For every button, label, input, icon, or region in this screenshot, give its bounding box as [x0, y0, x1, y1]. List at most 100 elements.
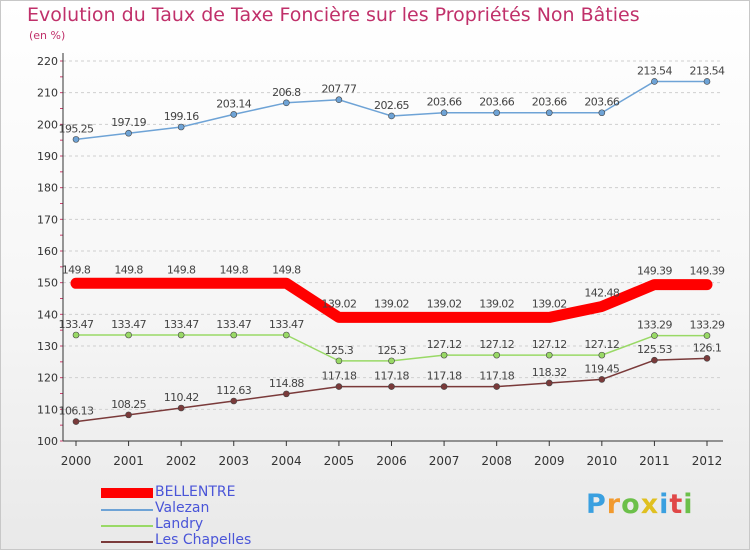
logo-letter: i [683, 489, 694, 520]
y-tick-label: 190 [37, 150, 58, 163]
data-point [71, 278, 81, 289]
data-point [493, 109, 500, 117]
data-point [123, 278, 134, 289]
data-label: 117.18 [374, 370, 409, 383]
data-label: 213.54 [637, 64, 672, 77]
data-label: 139.02 [374, 297, 409, 310]
y-tick-label: 180 [37, 182, 58, 195]
data-point [545, 351, 553, 359]
x-tick-label: 2005 [324, 454, 355, 468]
data-point [283, 331, 290, 339]
y-tick-label: 160 [37, 245, 58, 258]
data-label: 139.02 [479, 297, 514, 310]
data-point [649, 279, 660, 290]
y-tick-label: 150 [37, 277, 58, 290]
data-point [545, 109, 553, 117]
data-label: 112.63 [216, 384, 251, 397]
data-label: 110.42 [164, 391, 199, 404]
data-label: 125.3 [377, 344, 406, 357]
data-point [598, 376, 606, 383]
x-tick-label: 2002 [166, 454, 197, 468]
y-tick-label: 140 [37, 308, 58, 321]
data-label: 133.29 [637, 319, 672, 332]
data-point [493, 351, 500, 359]
data-point [125, 411, 132, 419]
logo-letter: t [669, 489, 684, 520]
data-point [388, 357, 395, 365]
x-tick-label: 2003 [218, 454, 249, 468]
data-point [283, 99, 290, 107]
data-label: 202.65 [374, 99, 409, 112]
data-label: 133.47 [269, 318, 304, 331]
data-point [440, 109, 448, 117]
data-point [177, 123, 185, 131]
data-label: 206.8 [272, 86, 301, 99]
data-point [651, 356, 658, 364]
data-label: 142.48 [584, 286, 619, 299]
legend-swatch-bellentre [101, 488, 153, 498]
data-point [703, 355, 711, 362]
data-point [177, 404, 185, 412]
chart-title: Evolution du Taux de Taxe Foncière sur l… [27, 4, 640, 26]
data-point [333, 312, 344, 323]
x-tick-label: 2010 [587, 454, 618, 468]
logo-letter: r [606, 489, 622, 520]
data-point [283, 390, 290, 398]
chart-subtitle: (en %) [29, 29, 66, 42]
data-point [439, 312, 450, 323]
data-label: 199.16 [164, 110, 199, 123]
data-label: 118.32 [532, 366, 567, 379]
legend-label-landry: Landry [155, 516, 204, 532]
data-point [230, 397, 238, 405]
data-point [335, 357, 343, 365]
data-point [703, 332, 711, 339]
logo-letter: o [621, 489, 641, 520]
x-tick-label: 2012 [692, 454, 723, 468]
data-label: 203.66 [479, 96, 514, 109]
data-point [598, 351, 606, 359]
x-tick-label: 2004 [271, 454, 302, 468]
data-label: 203.66 [427, 96, 462, 109]
data-label: 127.12 [584, 338, 619, 351]
proxiti-logo: Proxiti [586, 489, 694, 520]
data-label: 127.12 [532, 338, 567, 351]
legend-swatch-les-chapelles [101, 541, 153, 543]
data-point [491, 312, 502, 323]
data-point [72, 136, 80, 143]
data-point [703, 78, 711, 85]
data-point [544, 312, 555, 323]
data-point [651, 78, 658, 85]
data-label: 203.14 [216, 97, 251, 110]
data-label: 125.53 [637, 343, 672, 356]
y-tick-label: 130 [37, 340, 58, 353]
data-label: 149.8 [167, 263, 196, 276]
data-label: 119.45 [584, 362, 619, 375]
data-label: 139.02 [321, 297, 356, 310]
y-tick-label: 200 [37, 118, 58, 131]
data-label: 127.12 [427, 338, 462, 351]
legend-label-bellentre: BELLENTRE [155, 484, 236, 500]
logo-letter: x [640, 489, 660, 520]
data-label: 195.25 [59, 122, 94, 135]
y-tick-label: 220 [37, 55, 58, 68]
data-label: 108.25 [111, 398, 146, 411]
data-label: 133.47 [216, 318, 251, 331]
data-point [598, 109, 606, 117]
data-label: 127.12 [479, 338, 514, 351]
data-label: 197.19 [111, 116, 146, 129]
x-tick-label: 2009 [534, 454, 565, 468]
data-point [702, 279, 712, 290]
data-point [72, 331, 80, 339]
data-label: 117.18 [427, 370, 462, 383]
data-label: 213.54 [690, 64, 725, 77]
data-label: 207.77 [321, 83, 356, 96]
data-point [386, 312, 397, 323]
data-label: 117.18 [321, 370, 356, 383]
data-label: 126.1 [693, 341, 722, 354]
x-tick-label: 2001 [113, 454, 144, 468]
y-tick-label: 110 [37, 403, 58, 416]
data-point [230, 331, 238, 339]
x-tick-label: 2006 [376, 454, 407, 468]
